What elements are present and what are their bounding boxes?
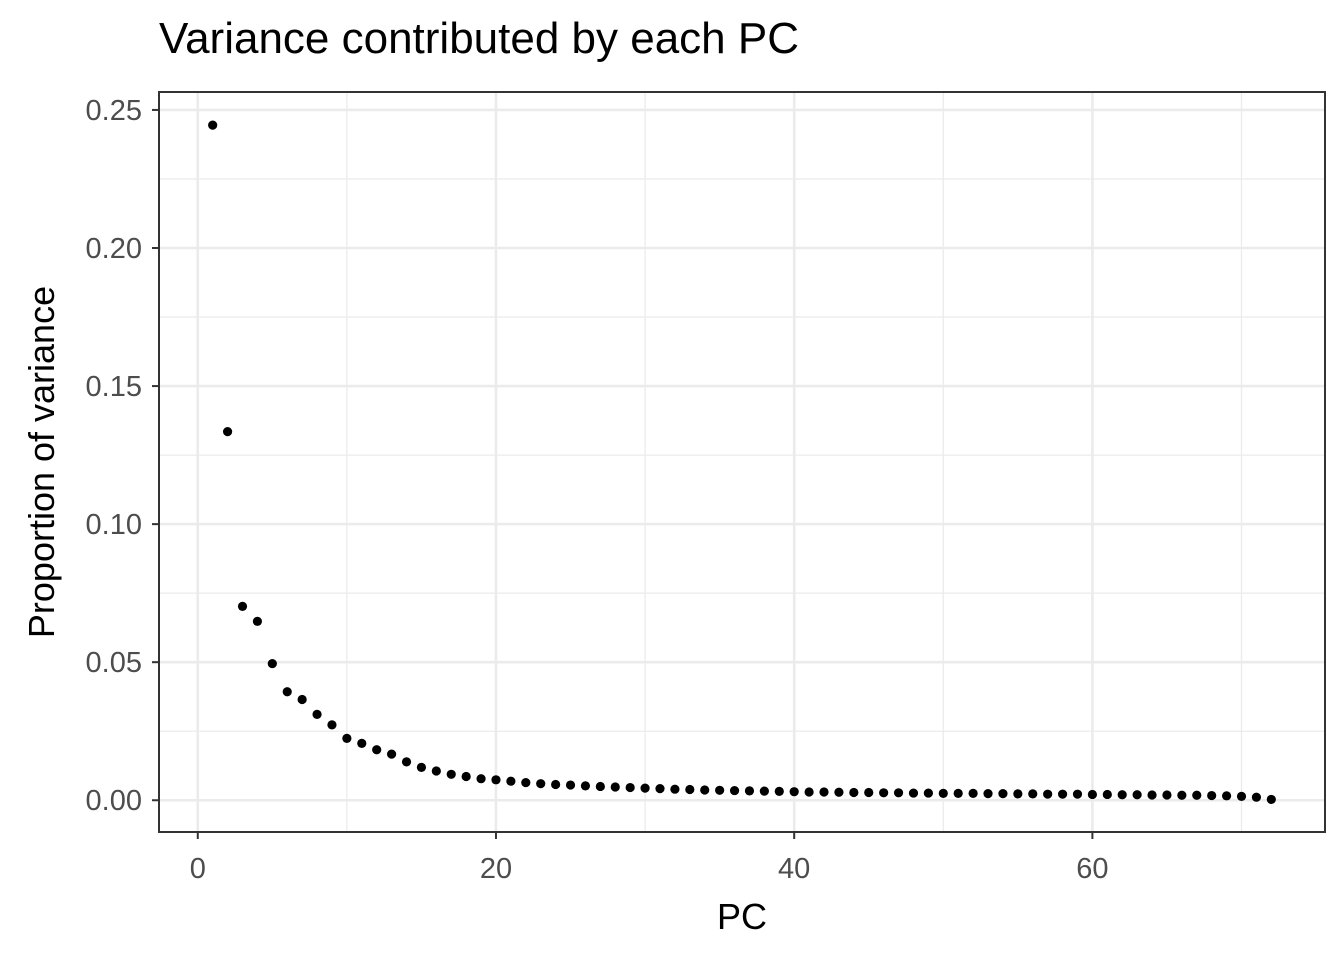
data-point: [1162, 790, 1172, 800]
data-point: [1266, 794, 1276, 805]
data-point: [1177, 790, 1187, 800]
data-point: [222, 427, 233, 437]
panel-border: [158, 91, 1326, 833]
data-point: [893, 788, 904, 798]
data-point: [446, 769, 456, 779]
data-point: [252, 616, 263, 626]
data-point: [565, 780, 576, 790]
y-tick-label: 0.15: [86, 371, 142, 403]
y-tick-label: 0.05: [86, 647, 142, 679]
data-point: [700, 785, 710, 795]
y-tick-label: 0.25: [86, 95, 142, 127]
major-gridlines: [159, 92, 1325, 832]
data-point: [1147, 790, 1157, 800]
data-point: [208, 120, 218, 130]
y-axis: 0.00 0.05 0.10 0.15 0.20 0.25: [86, 95, 159, 817]
data-point: [1013, 789, 1023, 799]
data-point: [715, 785, 725, 795]
data-point: [864, 787, 874, 798]
data-point: [640, 783, 650, 793]
data-point: [923, 788, 933, 798]
data-point: [983, 789, 993, 799]
data-point: [357, 738, 367, 748]
data-point: [521, 777, 531, 788]
data-point: [1192, 790, 1202, 800]
data-point: [401, 757, 412, 767]
data-point: [1043, 789, 1053, 799]
x-axis-title: PC: [717, 896, 767, 937]
y-tick-label: 0.20: [86, 233, 142, 265]
x-tick-label: 0: [190, 853, 206, 885]
data-point: [491, 775, 501, 785]
data-point: [1132, 790, 1142, 800]
data-point: [1028, 789, 1038, 799]
data-point: [1221, 791, 1232, 801]
data-point: [237, 601, 248, 612]
data-point: [1251, 792, 1262, 802]
data-point: [267, 658, 277, 669]
data-point: [610, 782, 620, 792]
data-point: [834, 787, 844, 797]
data-point: [938, 788, 948, 798]
data-point: [416, 762, 427, 772]
data-point: [804, 787, 814, 797]
data-point: [327, 720, 337, 730]
data-point: [476, 774, 486, 784]
data-point: [789, 787, 799, 797]
data-point: [282, 687, 292, 697]
data-point: [461, 771, 471, 782]
data-point: [819, 787, 829, 797]
data-point: [744, 786, 755, 796]
data-point: [879, 788, 889, 798]
data-point: [774, 786, 784, 797]
data-point: [1087, 789, 1097, 800]
minor-gridlines: [159, 92, 1325, 832]
data-point: [685, 784, 695, 795]
x-tick-label: 60: [1076, 853, 1108, 885]
data-point: [342, 733, 352, 743]
data-point: [908, 788, 919, 798]
data-point: [670, 784, 680, 794]
y-tick-label: 0.00: [86, 785, 142, 817]
x-tick-label: 20: [480, 853, 512, 885]
data-point: [1102, 789, 1112, 800]
data-point: [1057, 789, 1068, 799]
data-point: [625, 782, 635, 793]
data-point: [729, 785, 740, 796]
data-point: [551, 779, 561, 790]
data-point: [431, 766, 441, 776]
y-axis-title: Proportion of variance: [21, 286, 62, 638]
data-point: [297, 694, 307, 705]
x-tick-label: 40: [778, 853, 810, 885]
data-point: [655, 784, 665, 794]
data-point: [1236, 791, 1247, 801]
data-points: [208, 120, 1276, 805]
x-axis: 0 20 40 60: [190, 832, 1109, 885]
data-point: [372, 745, 382, 755]
y-tick-label: 0.10: [86, 509, 142, 541]
data-point: [1207, 790, 1217, 801]
data-point: [953, 788, 963, 798]
data-point: [998, 789, 1008, 799]
data-point: [1117, 790, 1127, 800]
data-point: [536, 779, 546, 789]
data-point: [849, 787, 859, 798]
plot-panel: [159, 92, 1325, 832]
data-point: [1072, 789, 1083, 799]
data-point: [580, 781, 591, 791]
data-point: [506, 776, 516, 786]
data-point: [968, 788, 978, 798]
data-point: [595, 781, 605, 792]
chart-title: Variance contributed by each PC: [159, 14, 799, 63]
data-point: [312, 709, 322, 719]
data-point: [387, 749, 397, 759]
data-point: [759, 786, 769, 796]
